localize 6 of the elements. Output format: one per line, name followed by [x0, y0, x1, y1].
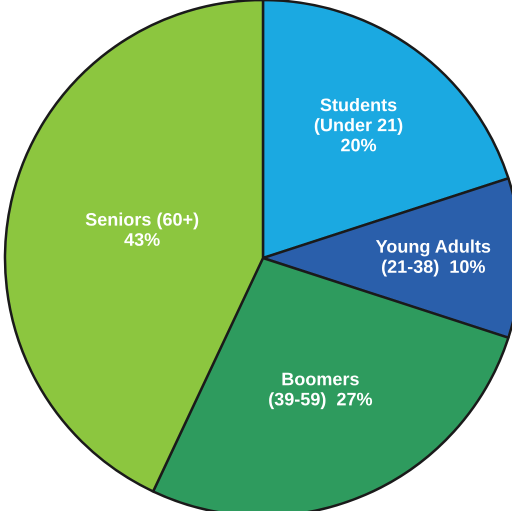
- slice-label: Boomers (39-59) 27%: [269, 372, 372, 410]
- data-label: 43%: [124, 233, 160, 246]
- data-label: 20%: [341, 138, 376, 152]
- slice-label: Young Adults (21-38) 10%: [376, 239, 490, 277]
- slice-label: Students (Under 21): [314, 98, 402, 135]
- slice-label: Seniors (60+): [86, 212, 198, 230]
